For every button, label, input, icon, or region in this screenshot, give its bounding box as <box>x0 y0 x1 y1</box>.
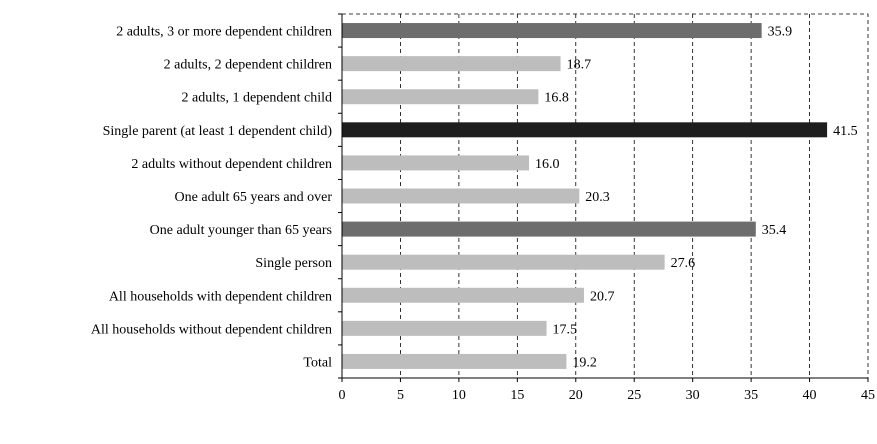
data-label: 35.9 <box>768 25 793 40</box>
bar <box>342 122 828 138</box>
x-tick-label: 15 <box>510 388 524 403</box>
x-tick-label: 40 <box>803 388 817 403</box>
data-label: 41.5 <box>833 124 858 139</box>
bar <box>342 23 762 39</box>
data-label: 27.6 <box>671 256 696 271</box>
bar <box>342 89 539 105</box>
bar <box>342 287 584 303</box>
category-label: 2 adults without dependent children <box>131 157 332 172</box>
data-label: 20.3 <box>585 190 610 205</box>
data-label: 18.7 <box>567 58 592 73</box>
x-tick-label: 0 <box>339 388 346 403</box>
bar <box>342 221 756 237</box>
bar <box>342 188 580 204</box>
data-label: 16.8 <box>544 91 569 106</box>
x-tick-label: 20 <box>569 388 583 403</box>
data-label: 16.0 <box>535 157 560 172</box>
x-tick-label: 45 <box>861 388 875 403</box>
bar <box>342 155 530 171</box>
category-label: Single parent (at least 1 dependent chil… <box>103 124 333 139</box>
x-tick-label: 25 <box>627 388 641 403</box>
bar <box>342 320 547 336</box>
x-tick-label: 10 <box>452 388 466 403</box>
category-label: One adult younger than 65 years <box>150 223 332 238</box>
x-tick-label: 30 <box>686 388 700 403</box>
x-tick-label: 5 <box>397 388 404 403</box>
category-label: All households without dependent childre… <box>91 322 332 337</box>
data-label: 17.5 <box>553 322 578 337</box>
category-label: 2 adults, 1 dependent child <box>182 91 332 106</box>
bar <box>342 254 665 270</box>
bar <box>342 353 567 369</box>
category-label: 2 adults, 2 dependent children <box>164 58 332 73</box>
x-axis: 0 5 10 15 20 25 30 35 40 45 <box>338 13 875 403</box>
bar <box>342 56 561 72</box>
category-label: 2 adults, 3 or more dependent children <box>116 25 332 40</box>
category-label: All households with dependent children <box>109 289 332 304</box>
category-labels: 2 adults, 3 or more dependent children 35… <box>91 25 858 371</box>
category-label: Single person <box>255 256 332 271</box>
bars-layer <box>342 23 828 369</box>
data-label: 19.2 <box>572 355 597 370</box>
category-label: Total <box>303 355 332 370</box>
data-label: 35.4 <box>762 223 787 238</box>
x-tick-label: 35 <box>744 388 758 403</box>
data-label: 20.7 <box>590 289 615 304</box>
category-label: One adult 65 years and over <box>175 190 333 205</box>
